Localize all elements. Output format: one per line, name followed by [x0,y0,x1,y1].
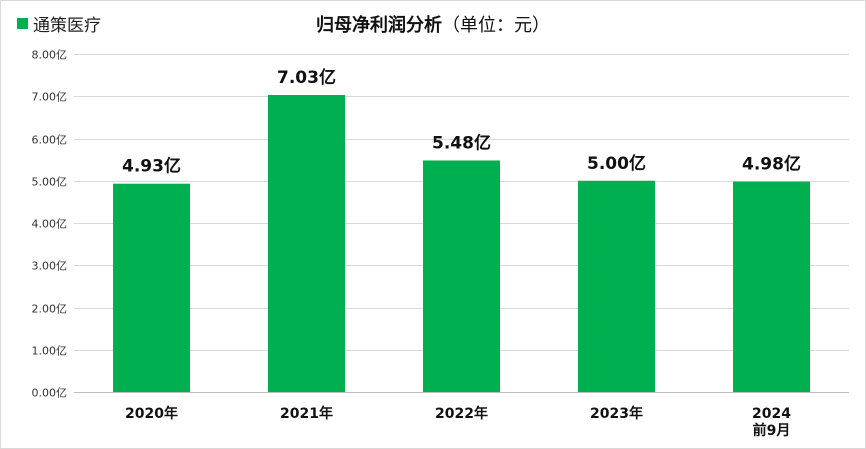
x-tick-label-line: 2021年 [280,405,333,422]
bar [578,180,655,392]
y-tick-label: 2.00亿 [32,303,68,316]
data-label: 7.03亿 [277,67,336,88]
y-tick-label: 7.00亿 [32,91,68,104]
x-tick-label: 2020年 [125,405,178,422]
legend-label: 通策医疗 [33,16,101,36]
y-axis-ticks: 0.00亿 1.00亿 2.00亿 3.00亿 4.00亿 5.00亿 6.00亿 7.00亿… [32,49,68,400]
y-tick-label: 4.00亿 [32,218,68,231]
x-tick-label-line: 前9月 [753,422,791,439]
y-tick-label: 0.00亿 [32,387,68,400]
y-tick-label: 6.00亿 [32,134,68,147]
data-label: 5.48亿 [432,132,491,153]
x-tick-label: 2023年 [590,405,643,422]
chart-title-main: 归母净利润分析 [316,15,442,36]
data-label: 4.93亿 [122,156,181,177]
bar [113,183,190,392]
y-tick-label: 5.00亿 [32,176,68,189]
bar [268,94,345,393]
legend: 通策医疗 [17,11,101,36]
chart-title: 归母净利润分析（单位：元） [1,11,865,37]
x-tick-label: 2022年 [435,405,488,422]
y-tick-label: 8.00亿 [32,49,68,62]
x-tick-label-line: 2022年 [435,405,488,422]
y-tick-label: 1.00亿 [32,345,68,358]
bar [423,160,500,392]
data-label: 5.00亿 [587,153,646,174]
x-axis-ticks: 2020年 2021年 2022年 2023年 2024 前9月 [125,405,791,439]
x-tick-label-line: 2024 [752,406,791,422]
x-tick-label: 2021年 [280,405,333,422]
data-label: 4.98亿 [742,154,801,175]
x-tick-label-line: 2020年 [125,405,178,422]
bar [733,181,810,392]
x-tick-label: 2024 前9月 [752,406,791,439]
y-tick-label: 3.00亿 [32,260,68,273]
x-tick-label-line: 2023年 [590,405,643,422]
bars [113,94,810,393]
legend-swatch [17,18,28,29]
data-labels: 4.93亿 7.03亿 5.48亿 5.00亿 4.98亿 [122,67,801,177]
chart-title-unit: （单位：元） [442,15,550,36]
